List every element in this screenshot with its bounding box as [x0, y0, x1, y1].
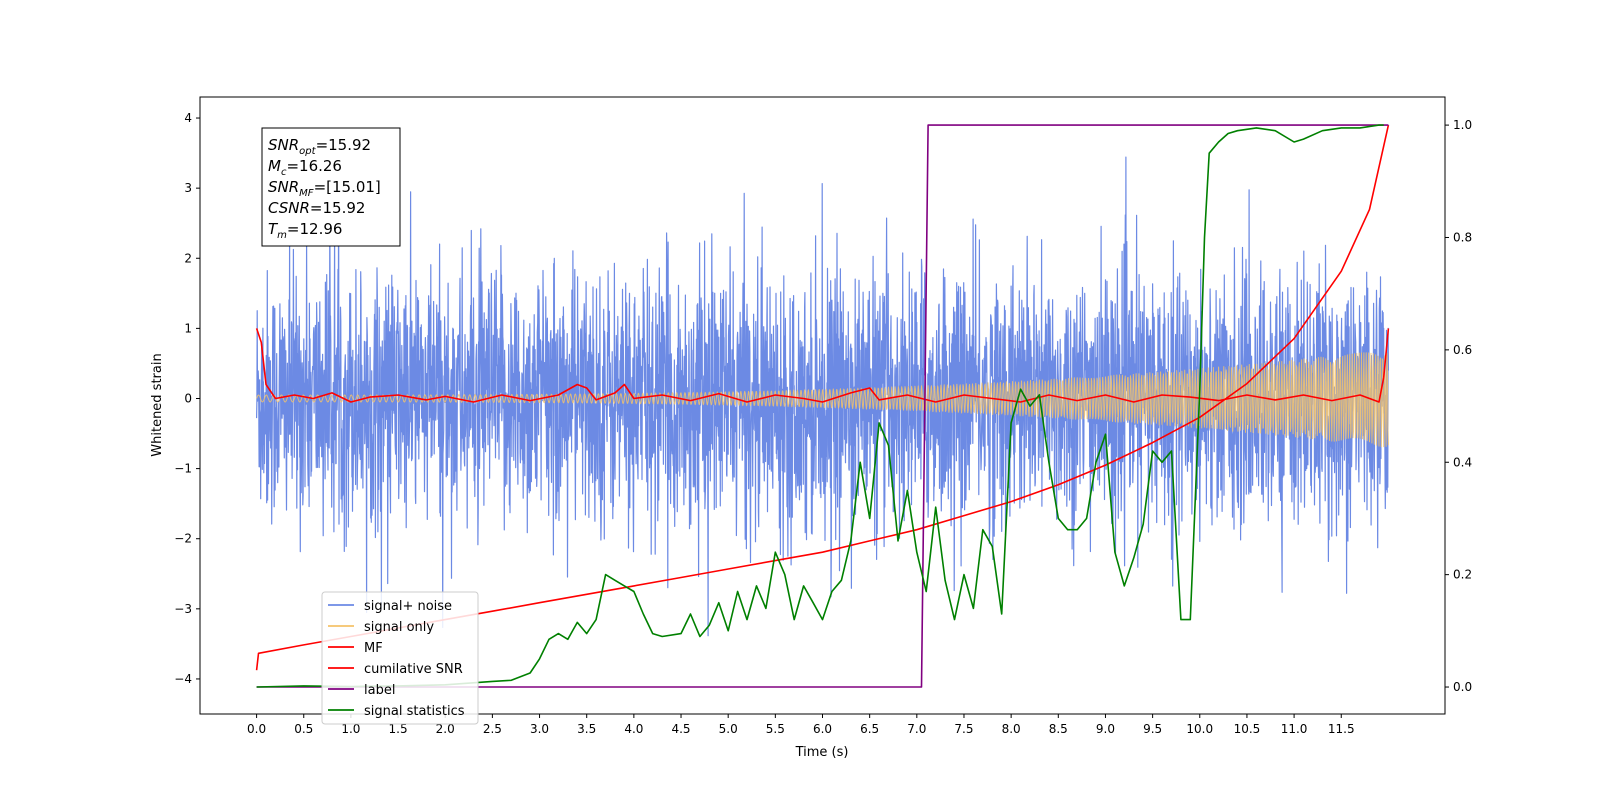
x-tick-label: 2.5 — [483, 722, 502, 736]
y-tick-label-right: 0.4 — [1453, 455, 1472, 469]
annotation-line: Tm=12.96 — [268, 220, 342, 241]
y-tick-label-right: 0.6 — [1453, 343, 1472, 357]
y-axis-left: 4 3 2 1 0 −1 −2 −3 −4 — [174, 111, 200, 686]
x-tick-label: 5.0 — [719, 722, 738, 736]
x-tick-label: 11.0 — [1281, 722, 1308, 736]
y-tick-label-left: 0 — [184, 391, 192, 405]
x-tick-label: 1.5 — [389, 722, 408, 736]
annotation-line: SNRopt=15.92 — [268, 136, 371, 157]
x-tick-label: 7.0 — [907, 722, 926, 736]
y-tick-label-left: 1 — [184, 321, 192, 335]
x-tick-label: 1.0 — [341, 722, 360, 736]
x-tick-label: 8.0 — [1002, 722, 1021, 736]
y-tick-label-left: −2 — [174, 532, 192, 546]
y-tick-label-left: 4 — [184, 111, 192, 125]
y-tick-label-left: 2 — [184, 251, 192, 265]
x-tick-label: 4.5 — [671, 722, 690, 736]
y-tick-label-left: −1 — [174, 462, 192, 476]
legend-label: signal+ noise — [364, 599, 452, 614]
y-tick-label-right: 0.0 — [1453, 680, 1472, 694]
legend-label: label — [364, 683, 395, 698]
series-line-5 — [256, 124, 1384, 688]
x-tick-label: 5.5 — [766, 722, 785, 736]
annotation-line: Mc=16.26 — [268, 157, 342, 178]
annotation-line: CSNR=15.92 — [268, 199, 365, 217]
annotation-line: SNRMF=[15.01] — [268, 178, 381, 199]
y-tick-label-left: −3 — [174, 602, 192, 616]
y-axis-right: 1.0 0.8 0.6 0.4 0.2 0.0 — [1445, 118, 1472, 694]
x-tick-label: 9.5 — [1143, 722, 1162, 736]
legend: signal+ noise signal only MF cumilative SNR… — [321, 591, 479, 725]
x-tick-label: 3.5 — [577, 722, 596, 736]
annotation-frame — [261, 127, 401, 247]
y-tick-label-left: 3 — [184, 181, 192, 195]
x-tick-label: 9.0 — [1096, 722, 1115, 736]
legend-label: MF — [364, 641, 383, 656]
y-tick-label-right: 1.0 — [1453, 118, 1472, 132]
x-tick-label: 6.5 — [860, 722, 879, 736]
y-tick-label-left: −4 — [174, 672, 192, 686]
x-tick-label: 7.5 — [954, 722, 973, 736]
y-tick-label-right: 0.2 — [1453, 568, 1472, 582]
x-tick-label: 4.0 — [624, 722, 643, 736]
x-tick-label: 10.5 — [1234, 722, 1261, 736]
legend-frame — [321, 591, 479, 725]
annotation-box: SNRopt=15.92Mc=16.26SNRMF=[15.01]CSNR=15… — [261, 127, 401, 247]
series-line-2 — [255, 328, 1390, 403]
legend-label: cumilative SNR — [364, 662, 463, 677]
x-tick-label: 6.0 — [813, 722, 832, 736]
x-tick-label: 2.0 — [436, 722, 455, 736]
series-line-4 — [256, 124, 1389, 688]
x-tick-label: 0.5 — [294, 722, 313, 736]
y-axis-label-left: Whitened strain — [150, 353, 165, 456]
legend-label: signal statistics — [364, 704, 465, 719]
legend-label: signal only — [364, 620, 434, 635]
x-tick-label: 10.0 — [1186, 722, 1213, 736]
x-axis: 0.0 0.5 1.0 1.5 2.0 2.5 3.0 3.5 4.0 4.5 5.0 5.5 6.0 6… — [247, 714, 1355, 736]
x-tick-label: 0.0 — [247, 722, 266, 736]
x-tick-label: 11.5 — [1328, 722, 1355, 736]
x-tick-label: 8.5 — [1049, 722, 1068, 736]
x-axis-label: Time (s) — [795, 745, 849, 760]
x-tick-label: 3.0 — [530, 722, 549, 736]
y-tick-label-right: 0.8 — [1453, 230, 1472, 244]
